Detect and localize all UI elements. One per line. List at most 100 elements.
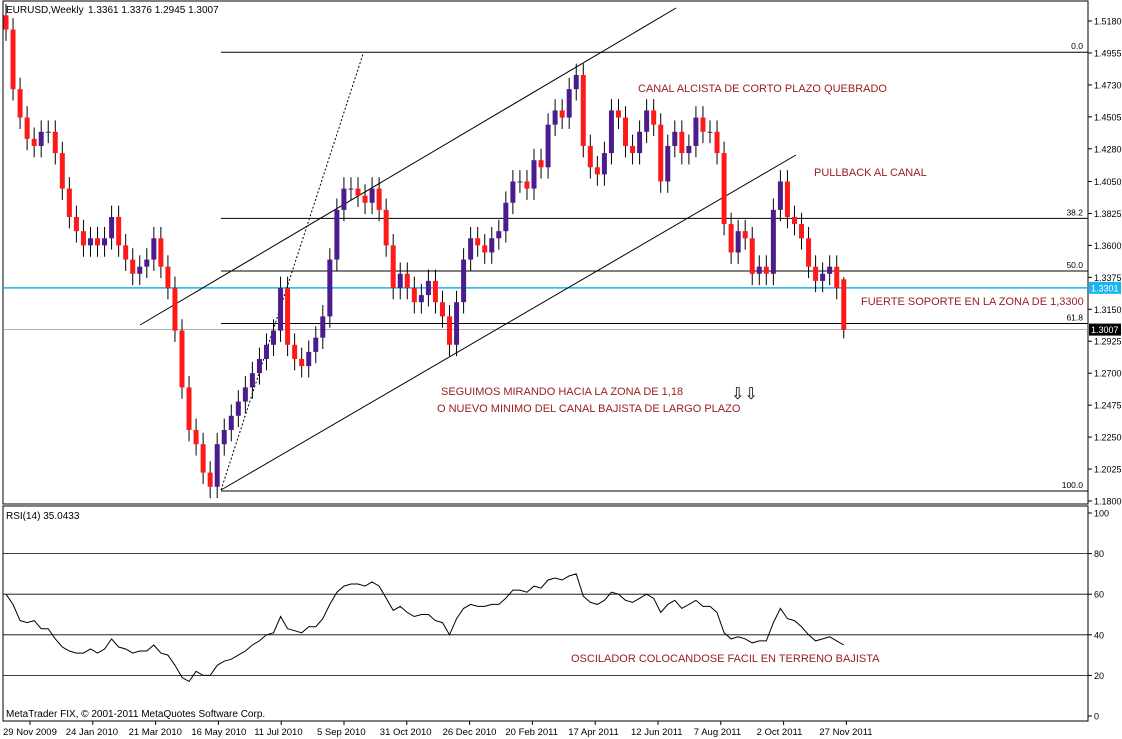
annotation-seguimos-1: SEGUIMOS MIRANDO HACIA LA ZONA DE 1,18 [441,386,683,398]
time-tick-label: 7 Aug 2011 [694,727,741,738]
candle-body [235,401,241,416]
candle-body [73,216,79,232]
candle-body [693,117,699,146]
candle-body [306,351,312,367]
candle-body [820,273,826,281]
candle-body [728,224,734,253]
symbol-label: EURUSD,Weekly [6,5,84,16]
candle-body [285,287,291,345]
candle-body [278,287,284,331]
price-tick-label: 1.5180 [1094,17,1122,27]
fib-level-label: 0.0 [1071,41,1083,51]
candle-body [813,266,819,281]
price-tick-label: 1.4050 [1094,177,1122,187]
candle-body [827,266,833,274]
candle-body [179,330,185,388]
candle-body [587,145,593,168]
annotation-seguimos-2: O NUEVO MINIMO DEL CANAL BAJISTA DE LARG… [437,403,741,415]
candle-body [158,238,164,267]
candle-body [390,245,396,288]
rsi-panel-frame [2,505,1089,722]
candle-body [658,124,664,182]
lower-channel-line [220,154,797,491]
candle-body [418,295,424,303]
rsi-tick-label: 60 [1094,590,1104,600]
candle-body [721,153,727,225]
candle-body [524,181,530,189]
candle-body [165,266,171,288]
price-tick-label: 1.3600 [1094,241,1122,251]
candle-body [806,238,812,267]
price-tick-label: 1.2250 [1094,433,1122,443]
candle-body [3,15,9,30]
rsi-series-line [5,573,845,683]
price-tick-label: 1.4955 [1094,48,1122,58]
candle-body [552,110,558,125]
candle-body [299,358,305,367]
candle-body [31,138,37,146]
candle-body [510,181,516,203]
candle-body [679,131,685,154]
candle-body [130,259,136,274]
candle-body [496,231,502,239]
candle-body [735,231,741,253]
candle-body [834,266,840,288]
candle-body [573,74,579,90]
candle-body [454,302,460,345]
candle-body [700,117,706,132]
candle-body [186,387,192,430]
candle-body [24,117,30,139]
candle-body [665,145,671,182]
fib-level-label: 61.8 [1066,312,1083,322]
upper-channel-line [139,7,677,326]
price-tick-label: 1.2700 [1094,369,1122,379]
candle-body [763,266,769,274]
candle-body [116,216,122,246]
candle-body [313,337,319,352]
candle-body [80,231,86,246]
price-tick-label: 1.4505 [1094,112,1122,122]
price-tick-label: 1.2025 [1094,465,1122,475]
candle-body [327,259,333,317]
time-tick-label: 31 Oct 2010 [380,727,432,738]
candle-body [580,74,586,146]
candle-body [66,188,72,217]
candle-body [249,373,255,388]
candle-body [742,231,748,239]
rsi-tick-label: 0 [1094,712,1099,722]
time-tick-label: 21 Mar 2010 [129,727,182,738]
candle-body [137,266,143,274]
price-tick-label: 1.3825 [1094,209,1122,219]
candle-body [566,89,572,118]
price-tick-label: 1.1800 [1094,497,1122,507]
candle-body [503,202,509,232]
candle-body [102,238,108,246]
support-price-label: 1.3301 [1091,283,1119,293]
copyright-label: MetaTrader FIX, © 2001-2011 MetaQuotes S… [6,709,265,720]
candle-body [200,444,206,473]
candle-body [447,316,453,345]
candle-body [482,245,488,253]
candle-body [637,131,643,154]
candle-body [714,131,720,154]
candle-body [425,280,431,296]
candle-body [355,188,361,196]
candle-body [672,131,678,146]
fibonacci-retracement: 0.0 38.2 50.0 61.8 100.0 [3,41,1088,492]
candle-body [38,131,44,146]
fib-level-label: 38.2 [1066,207,1083,217]
candle-body [320,316,326,338]
candle-body [538,160,544,168]
time-tick-label: 5 Sep 2010 [317,727,366,738]
fib-level-label: 100.0 [1062,480,1084,490]
candle-body [242,387,248,402]
rsi-tick-label: 80 [1094,549,1104,559]
price-tick-label: 1.3150 [1094,305,1122,315]
price-tick-label: 1.3375 [1094,273,1122,283]
time-tick-label: 20 Feb 2011 [505,727,558,738]
rsi-line [5,573,845,683]
support-price-tag [1089,281,1121,294]
candle-body [545,124,551,168]
annotation-pullback: PULLBACK AL CANAL [814,167,927,179]
